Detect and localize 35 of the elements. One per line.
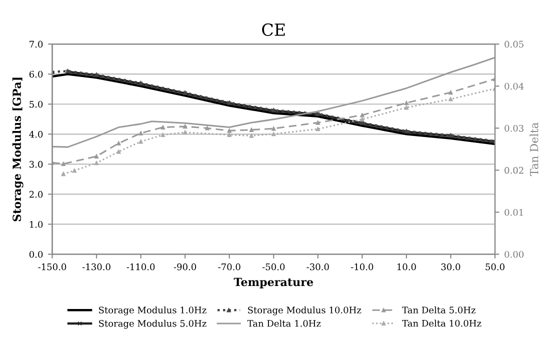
legend-label: Storage Modulus 1.0Hz: [99, 306, 206, 316]
y2-tick-label: 0.03: [504, 124, 524, 132]
legend-label: Tan Delta 5.0Hz: [402, 306, 476, 314]
y-axis-title: Storage Modulus [GPa]: [12, 78, 24, 222]
y-tick-label: 4.0: [29, 130, 43, 138]
y-tick-label: 6.0: [29, 70, 43, 78]
y2-tick-label: 0.05: [504, 40, 524, 48]
y2-tick-label: 0.04: [504, 82, 524, 90]
x-tick-label: -30.0: [306, 263, 329, 270]
y-tick-label: 0.0: [29, 250, 43, 258]
chart-title: CE: [262, 23, 285, 36]
legend-label: Storage Modulus 10.0Hz: [248, 306, 362, 316]
y2-tick-label: 0.01: [504, 208, 523, 216]
x-tick-label: 50.0: [486, 263, 504, 270]
legend-label: Storage Modulus 5.0Hz: [99, 320, 206, 329]
x-tick-label: -90.0: [174, 263, 196, 270]
x-tick-label: -110.0: [126, 263, 155, 270]
x-tick-label: 30.0: [441, 263, 460, 270]
y2-axis-title: Tan Delta: [530, 122, 538, 176]
y-tick-label: 2.0: [29, 190, 43, 198]
y2-tick-label: 0.00: [504, 250, 524, 258]
x-tick-label: -150.0: [38, 263, 66, 270]
y-tick-label: 7.0: [30, 40, 43, 48]
x-tick-label: -130.0: [82, 263, 110, 270]
x-tick-label: -70.0: [218, 263, 240, 270]
legend-label: Tan Delta 1.0Hz: [247, 320, 321, 327]
x-axis-title: Temperature: [234, 278, 314, 288]
legend-label: Tan Delta 10.0Hz: [402, 320, 482, 327]
x-tick-label: 10.0: [398, 263, 416, 270]
y2-tick-label: 0.02: [504, 166, 524, 174]
y-tick-label: 3.0: [30, 160, 43, 168]
y-tick-label: 5.0: [30, 100, 43, 108]
x-tick-label: -50.0: [262, 263, 285, 270]
y-tick-label: 1.0: [30, 220, 43, 228]
x-tick-label: -10.0: [350, 263, 374, 270]
